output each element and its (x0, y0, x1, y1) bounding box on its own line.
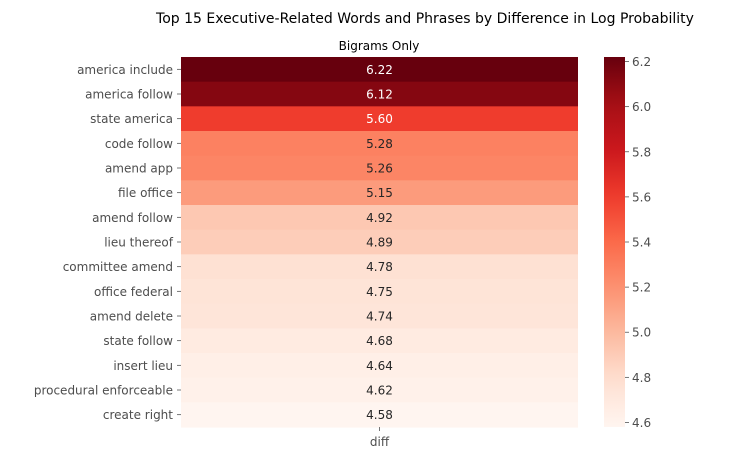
cell-value-label: 4.78 (366, 260, 393, 274)
colorbar-tick-label: 5.2 (632, 281, 651, 295)
row-label: america follow (85, 88, 173, 102)
colorbar-tick-label: 5.6 (632, 190, 651, 204)
heatmap-cell (181, 402, 578, 428)
colorbar-tick-label: 6.0 (632, 100, 651, 114)
cell-value-label: 4.92 (366, 211, 393, 225)
row-label: committee amend (63, 260, 173, 274)
cell-value-label: 4.68 (366, 334, 393, 348)
colorbar: 4.6 4.8 5.0 5.2 5.4 5.6 5.8 6.0 6.2 (604, 55, 651, 430)
row-label: state america (90, 112, 173, 126)
heatmap-cell (181, 155, 578, 181)
cell-value-label: 5.15 (366, 186, 393, 200)
row-label: create right (103, 408, 173, 422)
heatmap-cell (181, 81, 578, 107)
heatmap-cell (181, 353, 578, 379)
heatmap-cell (181, 205, 578, 231)
colorbar-gradient (604, 57, 625, 427)
colorbar-tick-label: 4.6 (632, 416, 651, 430)
heatmap-cell (181, 131, 578, 157)
heatmap-cell (181, 377, 578, 403)
chart-title: Top 15 Executive-Related Words and Phras… (155, 11, 694, 27)
row-label: amend delete (90, 310, 173, 324)
colorbar-tick-label: 5.4 (632, 236, 651, 250)
row-label: amend follow (92, 211, 173, 225)
cell-value-label: 4.75 (366, 285, 393, 299)
heatmap-cell (181, 328, 578, 354)
heatmap-cells: 6.22 6.12 5.60 5.28 5.26 5.15 4.92 4.89 4.78 4.75… (181, 57, 578, 428)
cell-value-label: 5.26 (366, 162, 393, 176)
colorbar-tick-label: 6.2 (632, 55, 651, 69)
row-label: code follow (105, 137, 173, 151)
column-label: diff (370, 435, 390, 449)
column-labels: diff (370, 427, 390, 449)
row-label: lieu thereof (104, 236, 174, 250)
heatmap-cell (181, 57, 578, 83)
row-label: state follow (103, 334, 173, 348)
cell-value-label: 4.62 (366, 384, 393, 398)
chart-subtitle: Bigrams Only (339, 39, 420, 53)
row-label: amend app (105, 162, 173, 176)
colorbar-tick-label: 5.0 (632, 326, 651, 340)
row-label: america include (77, 63, 173, 77)
cell-value-label: 5.60 (366, 112, 393, 126)
heatmap-cell (181, 229, 578, 255)
row-label: procedural enforceable (34, 384, 173, 398)
cell-value-label: 6.12 (366, 88, 393, 102)
colorbar-tick-label: 5.8 (632, 145, 651, 159)
cell-value-label: 5.28 (366, 137, 393, 151)
row-label: insert lieu (113, 359, 173, 373)
colorbar-tick-label: 4.8 (632, 371, 651, 385)
row-labels: america include america follow state ameri… (34, 63, 181, 422)
heatmap-cell (181, 106, 578, 132)
row-label: office federal (94, 285, 173, 299)
cell-value-label: 4.64 (366, 359, 393, 373)
heatmap-cell (181, 254, 578, 280)
cell-value-label: 6.22 (366, 63, 393, 77)
heatmap-cell (181, 279, 578, 305)
cell-value-label: 4.89 (366, 236, 393, 250)
cell-value-label: 4.58 (366, 408, 393, 422)
heatmap-cell (181, 180, 578, 206)
row-label: file office (118, 186, 173, 200)
heatmap-cell (181, 303, 578, 329)
cell-value-label: 4.74 (366, 310, 393, 324)
